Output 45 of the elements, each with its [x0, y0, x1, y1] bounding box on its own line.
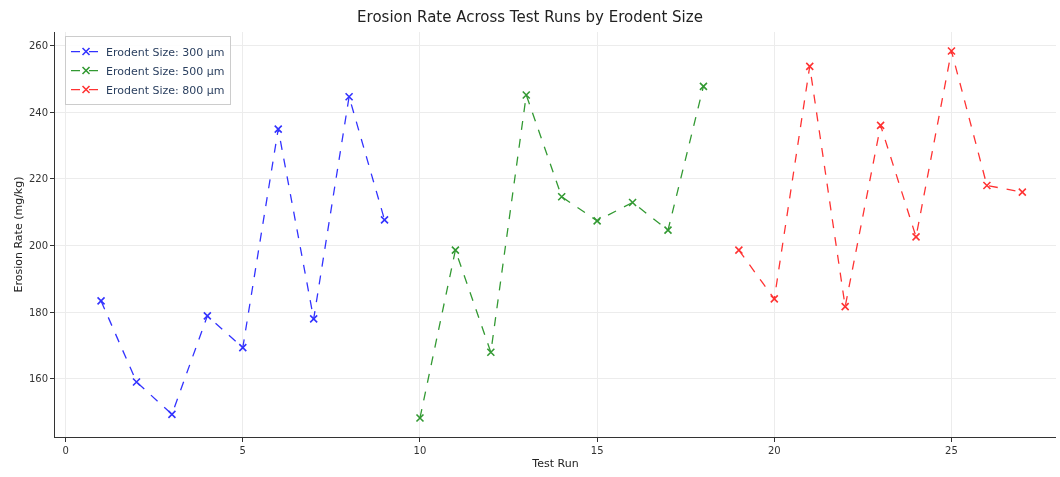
point: [344, 92, 354, 102]
y-axis-title: Erosion Rate (mg/kg): [11, 176, 25, 293]
point: [947, 46, 956, 56]
x-tick-label: 15: [590, 445, 604, 456]
point: [96, 296, 106, 306]
x-tick-label: 5: [239, 445, 246, 456]
point: [167, 410, 177, 419]
point: [557, 192, 566, 202]
legend-label: Erodent Size: 300 µm: [106, 45, 225, 59]
point: [699, 82, 708, 91]
chart-title: Erosion Rate Across Test Runs by Erodent Size: [357, 8, 703, 27]
point: [273, 124, 283, 134]
point: [628, 198, 637, 207]
y-tick-label: 260: [28, 39, 48, 51]
y-tick-label: 160: [28, 373, 48, 385]
point: [911, 232, 921, 242]
legend-label: Erodent Size: 800 µm: [106, 83, 225, 97]
point: [1018, 187, 1027, 197]
point: [486, 347, 496, 357]
x-tick-label: 10: [413, 445, 427, 456]
point: [380, 215, 389, 225]
x-tick-label: 20: [767, 445, 781, 456]
point: [238, 343, 248, 352]
point: [840, 302, 850, 311]
legend-label: Erodent Size: 500 µm: [106, 64, 225, 78]
point: [663, 225, 673, 235]
y-tick-label: 240: [28, 106, 48, 118]
point: [415, 413, 425, 423]
point: [982, 181, 992, 190]
x-tick-label: 0: [62, 445, 69, 456]
point: [592, 216, 602, 226]
point: [734, 245, 744, 255]
y-tick-label: 180: [28, 306, 48, 318]
y-tick-label: 220: [28, 173, 48, 185]
point: [805, 62, 815, 71]
point: [451, 245, 460, 255]
point: [309, 314, 318, 324]
y-tick-label: 200: [28, 240, 48, 252]
x-tick-label: 25: [945, 445, 958, 456]
point: [770, 294, 779, 304]
point: [521, 90, 531, 100]
point: [876, 121, 885, 130]
point: [132, 377, 141, 387]
x-axis-title: Test Run: [531, 457, 579, 471]
point: [203, 311, 212, 321]
